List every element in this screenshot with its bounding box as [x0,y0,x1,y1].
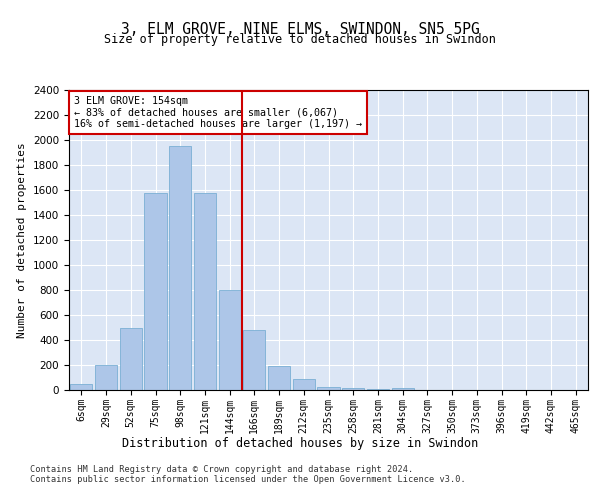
Bar [342,388,364,390]
Bar [95,365,117,390]
Bar [293,379,315,390]
Text: Contains HM Land Registry data © Crown copyright and database right 2024.: Contains HM Land Registry data © Crown c… [30,466,413,474]
Text: Size of property relative to detached houses in Swindon: Size of property relative to detached ho… [104,32,496,46]
Bar [194,192,216,390]
Bar [145,192,167,390]
Bar [218,290,241,390]
Y-axis label: Number of detached properties: Number of detached properties [17,142,28,338]
Bar [119,328,142,390]
Text: 3, ELM GROVE, NINE ELMS, SWINDON, SN5 5PG: 3, ELM GROVE, NINE ELMS, SWINDON, SN5 5P… [121,22,479,38]
Bar [243,330,265,390]
Bar [317,387,340,390]
Bar [70,384,92,390]
Bar [169,146,191,390]
Bar [268,366,290,390]
Bar [392,388,414,390]
Text: Distribution of detached houses by size in Swindon: Distribution of detached houses by size … [122,438,478,450]
Text: 3 ELM GROVE: 154sqm
← 83% of detached houses are smaller (6,067)
16% of semi-det: 3 ELM GROVE: 154sqm ← 83% of detached ho… [74,96,362,129]
Text: Contains public sector information licensed under the Open Government Licence v3: Contains public sector information licen… [30,476,466,484]
